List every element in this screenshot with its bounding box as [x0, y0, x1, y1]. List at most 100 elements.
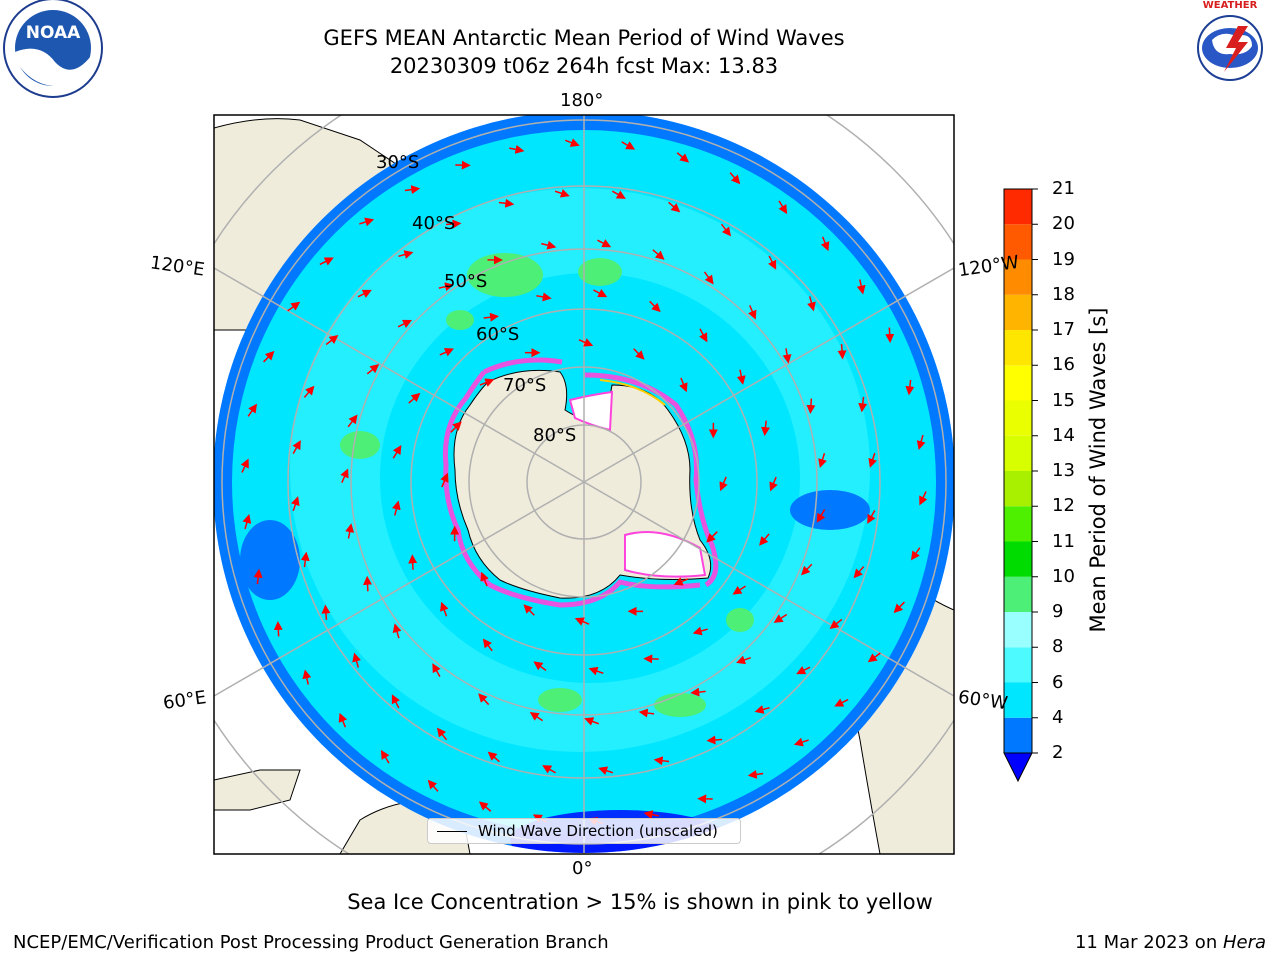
wind-wave-arrow	[837, 343, 847, 360]
wind-wave-arrow	[807, 296, 816, 312]
colorbar-swatch	[1004, 576, 1032, 612]
colorbar-swatch	[1004, 717, 1032, 753]
wind-wave-arrow	[436, 727, 448, 741]
wind-wave-arrow	[584, 717, 599, 726]
wind-wave-arrow	[427, 779, 439, 792]
lon-label-180: 180°	[560, 90, 604, 111]
colorbar-swatch	[1004, 541, 1032, 577]
wind-wave-arrow	[483, 312, 500, 322]
wind-wave-arrow	[253, 568, 263, 585]
colorbar-swatch	[1004, 435, 1032, 471]
wind-wave-arrow	[793, 737, 809, 747]
wind-wave-arrow	[574, 617, 590, 626]
wind-wave-arrow	[392, 623, 402, 639]
colorbar-tick-label: 17	[1052, 319, 1075, 340]
wind-wave-arrow	[440, 601, 449, 617]
svg-text:WEATHER: WEATHER	[1203, 0, 1258, 11]
wind-wave-arrow	[397, 319, 412, 329]
wind-wave-arrow	[391, 694, 400, 709]
wind-wave-arrow	[782, 348, 792, 364]
colorbar-swatch	[1004, 189, 1032, 225]
colorbar-swatch	[1004, 294, 1032, 330]
colorbar-tick-label: 18	[1052, 283, 1075, 305]
colorbar-swatch	[1004, 682, 1032, 718]
wind-wave-arrow	[509, 144, 525, 154]
wind-wave-arrow	[885, 327, 895, 344]
wind-wave-arrow	[541, 240, 557, 250]
wind-wave-arrow	[291, 496, 300, 512]
wind-wave-arrow	[652, 249, 665, 260]
wind-wave-arrow	[905, 379, 915, 396]
chart-title: GEFS MEAN Antarctic Mean Period of Wind …	[323, 26, 845, 50]
wind-wave-arrow	[748, 305, 757, 320]
wind-wave-arrow	[487, 751, 500, 763]
wind-wave-arrow	[408, 392, 421, 404]
wind-wave-arrow	[445, 219, 462, 229]
colorbar-tick-label: 14	[1052, 424, 1075, 446]
wind-wave-arrow	[706, 531, 718, 543]
wind-wave-arrow	[856, 279, 866, 295]
wind-wave-arrow	[643, 810, 659, 820]
wind-wave-arrow	[638, 708, 655, 718]
wind-wave-arrow	[768, 255, 777, 270]
wind-wave-arrow	[380, 749, 390, 764]
colorbar-tick-label: 2	[1052, 742, 1064, 763]
colorbar-swatch	[1004, 365, 1032, 401]
wind-wave-arrow	[829, 618, 843, 630]
noaa-logo: NOAA	[3, 0, 103, 98]
wind-wave-arrow	[769, 476, 778, 492]
wind-wave-arrow	[673, 577, 689, 586]
wind-wave-arrow	[357, 289, 372, 298]
footer-date-text: 11 Mar 2023 on	[1074, 932, 1223, 953]
lon-label-0: 0°	[572, 858, 593, 879]
colorbar-tick-label: 4	[1052, 706, 1064, 728]
colorbar-tick-label: 21	[1052, 178, 1075, 199]
wind-wave-arrow	[263, 350, 275, 363]
wind-wave-arrow	[676, 152, 690, 163]
wind-wave-arrow	[479, 378, 495, 387]
lat-label-80s: 80°S	[533, 425, 577, 446]
wind-wave-arrow	[240, 458, 249, 473]
wind-wave-arrow	[910, 547, 921, 561]
colorbar-tick-label: 11	[1052, 530, 1075, 552]
wind-wave-arrow	[303, 385, 315, 398]
wind-wave-arrow	[621, 141, 636, 150]
wind-wave-arrow	[806, 398, 816, 415]
wind-wave-arrow	[292, 440, 301, 454]
colorbar-tick-label: 16	[1052, 354, 1075, 376]
ice-shelf-weddell	[624, 531, 707, 578]
wind-wave-arrow	[347, 414, 358, 428]
wind-wave-arrow	[759, 533, 770, 546]
wind-wave-arrow	[366, 364, 380, 375]
colorbar-swatch	[1004, 506, 1032, 542]
colorbar-swatch	[1004, 259, 1032, 295]
map-legend: Wind Wave Direction (unscaled)	[427, 818, 741, 844]
lat-label-60s: 60°S	[476, 324, 520, 345]
wind-wave-arrow	[273, 620, 283, 637]
wind-wave-arrow	[736, 655, 751, 665]
wind-wave-arrow	[578, 338, 594, 347]
wind-wave-arrow	[692, 626, 708, 636]
wind-wave-arrow	[242, 514, 252, 530]
wind-wave-arrow	[542, 765, 556, 774]
colorbar-tick-label: 8	[1052, 636, 1064, 658]
wind-wave-arrows	[240, 138, 928, 826]
wind-wave-arrow	[554, 189, 570, 198]
land-africa	[214, 769, 301, 811]
colorbar-swatch	[1004, 647, 1032, 683]
colorbar-swatch	[1004, 224, 1032, 260]
lat-label-40s: 40°S	[412, 213, 456, 234]
footer-date: 11 Mar 2023 on Hera	[1075, 932, 1266, 953]
wind-wave-arrow	[523, 604, 535, 616]
wind-wave-arrow	[536, 292, 552, 302]
wind-wave-arrow	[867, 510, 876, 524]
wind-wave-arrow	[834, 698, 849, 707]
colorbar-swatch	[1004, 400, 1032, 436]
wind-wave-arrow	[893, 601, 905, 614]
colorbar-tick-label: 20	[1052, 213, 1075, 235]
footer-credit: NCEP/EMC/Verification Post Processing Pr…	[13, 932, 609, 953]
legend-label: Wind Wave Direction (unscaled)	[478, 822, 718, 840]
wind-wave-arrow	[408, 554, 418, 570]
colorbar-swatch	[1004, 330, 1032, 366]
